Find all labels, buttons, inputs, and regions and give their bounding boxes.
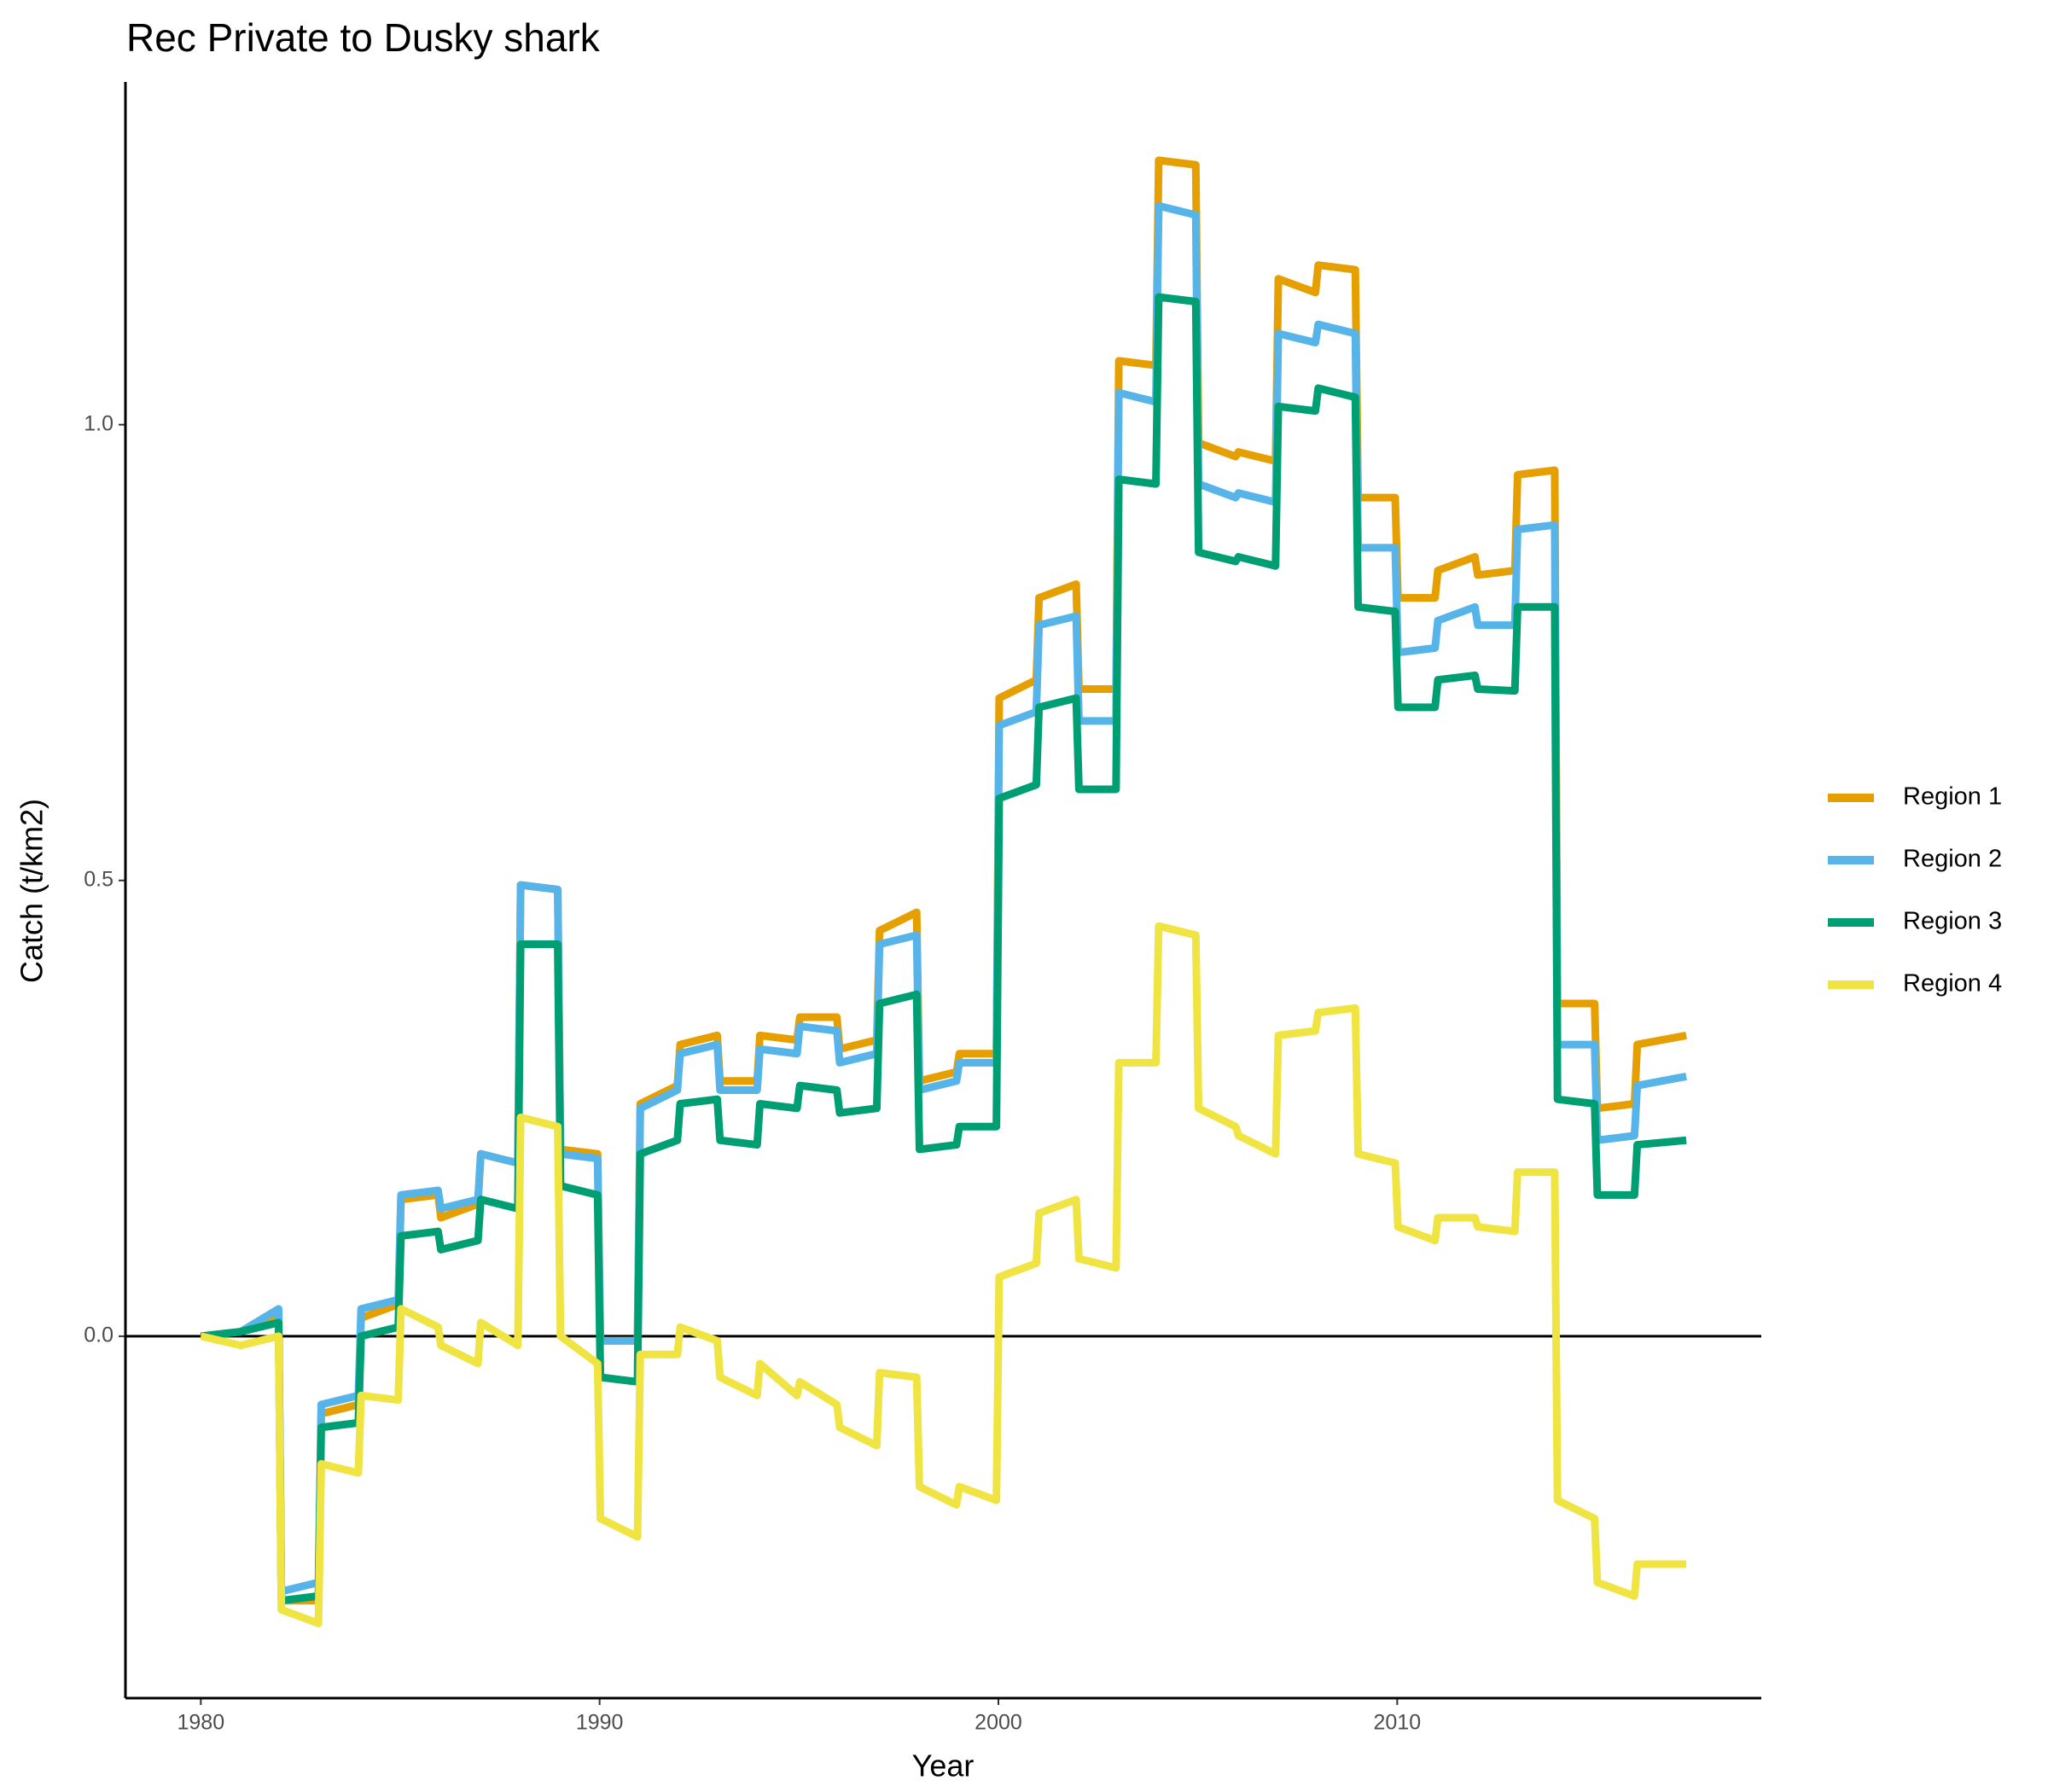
x-tick-label: 2000 <box>975 1711 1022 1735</box>
y-tick-label: 0.5 <box>84 867 113 891</box>
x-tick-label: 2010 <box>1374 1711 1422 1735</box>
legend-label: Region 3 <box>1903 908 2002 935</box>
x-tick-label: 1990 <box>576 1711 624 1735</box>
x-tick-label: 1980 <box>177 1711 225 1735</box>
data-line <box>200 293 1687 1605</box>
y-tick-label: 1.0 <box>84 411 113 435</box>
y-tick-label: 0.0 <box>84 1324 113 1347</box>
legend-label: Region 1 <box>1903 783 2002 811</box>
y-axis-label: Catch (t/km2) <box>15 799 49 983</box>
chart-title: Rec Private to Dusky shark <box>126 15 601 60</box>
legend-label: Region 4 <box>1903 970 2002 998</box>
data-line <box>200 922 1687 1627</box>
legend-label: Region 2 <box>1903 846 2002 873</box>
x-axis-label: Year <box>912 1748 975 1783</box>
